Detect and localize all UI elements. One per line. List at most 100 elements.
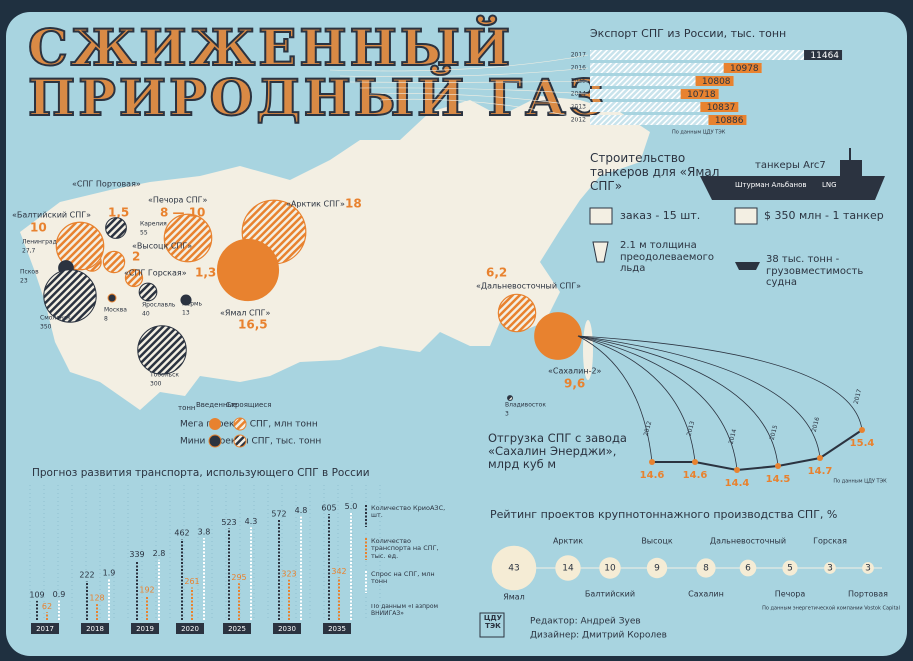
legend-unit: тонн — [178, 404, 196, 412]
value-label: 4.8 — [295, 506, 308, 515]
category-label: Сахалин — [688, 590, 724, 599]
value-box — [804, 50, 843, 60]
city-name: Москва — [104, 307, 127, 314]
value-label: 323 — [281, 569, 296, 578]
mini-project — [180, 294, 192, 306]
forecast-title: Прогноз развития транспорта, использующе… — [32, 467, 370, 479]
city-value: 40 — [142, 311, 150, 318]
year-box — [176, 623, 204, 634]
value-label: 109 — [29, 590, 44, 599]
mega-project — [102, 250, 126, 274]
value-label: 15.4 — [850, 438, 875, 449]
legend-swatch — [208, 434, 222, 448]
value-box — [708, 115, 747, 125]
ship-name: Штурман Альбанов — [735, 181, 807, 189]
value-label: 43 — [508, 564, 519, 574]
year-label: 2012 — [571, 117, 586, 124]
legend-entry: Количество КриоАЗС, шт. — [371, 505, 446, 520]
legend-entry-box: Количество КриоАЗС, шт. — [371, 505, 446, 520]
project-name: «Сахалин-2» — [548, 367, 602, 376]
city-value: 55 — [140, 230, 148, 237]
mega-project — [497, 293, 537, 333]
ray — [379, 98, 589, 121]
city-name: Ленинград — [22, 239, 57, 246]
sakhalin-title: Отгрузка СПГ с завода «Сахалин Энерджи»,… — [488, 432, 627, 472]
mega-project — [534, 312, 582, 360]
project-value: 18 — [345, 197, 362, 211]
ray — [577, 335, 863, 431]
category-label: Печора — [775, 590, 806, 599]
value-label: 5 — [787, 564, 793, 574]
year-box — [223, 623, 251, 634]
project-name: «Ямал СПГ» — [220, 309, 271, 318]
year-box — [323, 623, 351, 634]
mini-project — [43, 269, 97, 323]
tanker-fact: 38 тыс. тонн - грузовместимость судна — [766, 254, 864, 288]
project-name: «Печора СПГ» — [148, 196, 207, 205]
bar — [590, 115, 747, 125]
city-value: 3 — [505, 411, 509, 418]
tanker-fact-box: заказ - 15 шт. — [620, 210, 701, 222]
tanker-fact-box: 38 тыс. тонн - грузовместимость судна — [766, 254, 864, 288]
city-value: 13 — [182, 310, 190, 317]
year-box — [273, 623, 301, 634]
map-sakhalin — [583, 320, 593, 380]
value-label: 10 — [604, 564, 616, 574]
year-label: 2012 — [643, 420, 654, 437]
designer: Дизайнер: Дмитрий Королев — [530, 631, 667, 641]
point — [775, 463, 781, 469]
value-label: 6 — [745, 564, 751, 574]
rating-circle — [739, 559, 757, 577]
source-box: По данным «Газпром ВНИИГАЗ» — [371, 604, 438, 617]
value-label: 295 — [231, 573, 246, 582]
source: По данным энергетической компании Vostok… — [762, 605, 900, 612]
point — [649, 459, 655, 465]
project-value: 8 — 10 — [160, 206, 205, 220]
sakhalin-title-box: Отгрузка СПГ с завода «Сахалин Энерджи»,… — [488, 432, 627, 472]
ray — [339, 67, 589, 77]
rating-circle — [555, 555, 581, 581]
value-label: 10718 — [687, 90, 716, 100]
value-label: 572 — [271, 509, 286, 518]
city-name: Карелия — [140, 221, 167, 228]
value-label: 14 — [562, 564, 574, 574]
category-label: Портовая — [848, 590, 888, 599]
value-label: 14.6 — [640, 470, 665, 481]
value-label: 14.4 — [725, 478, 750, 489]
city-value: 300 — [150, 381, 162, 388]
city-name: Ярославль — [142, 302, 176, 309]
mini-project — [507, 395, 513, 401]
city-value: 23 — [20, 278, 28, 285]
legend-mega: Мега проекты СПГ, млн тонн — [180, 420, 318, 430]
logo: ЦДУ ТЭК — [483, 614, 503, 631]
year-label: 2013 — [571, 104, 586, 111]
ship-class: танкеры Arc7 — [755, 160, 826, 171]
tanker-fact: заказ - 15 шт. — [620, 210, 701, 222]
legend-building: Строящиеся — [226, 401, 271, 409]
tanker-fact-box: 2.1 м толщина преодолеваемого льда — [620, 240, 714, 274]
legend-entry-box: Количество транспорта на СПГ, тыс. ед. — [371, 538, 439, 560]
category-label: Дальневосточный — [710, 537, 786, 546]
ship — [700, 176, 885, 200]
value-label: 192 — [139, 586, 154, 595]
year-label: 2014 — [571, 91, 586, 98]
ray — [349, 80, 589, 83]
city-name: Тобольск — [149, 372, 179, 379]
value-label: 3 — [827, 564, 833, 574]
year-label: 2014 — [728, 428, 739, 445]
rating-circle — [491, 545, 537, 591]
project-value: 2 — [132, 250, 140, 264]
legend-swatch — [209, 418, 221, 430]
legend-mini: Мини проекты СПГ, тыс. тонн — [180, 437, 321, 447]
year-label: 2013 — [686, 420, 697, 437]
city-value: 27,7 — [22, 248, 36, 255]
year-label: 2017 — [36, 625, 54, 633]
point — [817, 455, 823, 461]
value-label: 14.5 — [766, 474, 791, 485]
mega-project — [55, 221, 105, 271]
project-value: 1,5 — [108, 206, 129, 220]
editor: Редактор: Андрей Зуев — [530, 617, 641, 627]
value-label: 10886 — [715, 116, 744, 126]
title-line: ПРИРОДНЫЙ ГАЗ — [28, 64, 608, 127]
year-label: 2016 — [811, 416, 822, 433]
